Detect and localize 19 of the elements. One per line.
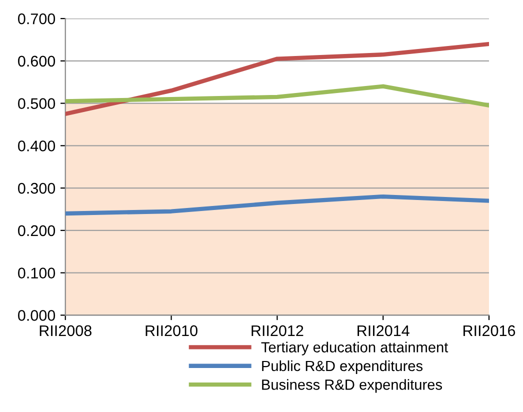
x-tick-label: RII2014 <box>358 325 410 336</box>
line-series <box>65 42 490 116</box>
y-tick-label: 0.400 <box>18 140 56 152</box>
y-tick-label: 0.200 <box>18 225 56 236</box>
legend-label: Tertiary education attainment <box>261 342 448 356</box>
x-tick-label: RII2008 <box>40 325 92 336</box>
y-tick-label: 0.600 <box>18 56 56 67</box>
legend-label: Business R&D expenditures <box>262 379 442 393</box>
line-series <box>65 194 490 216</box>
y-tick-label: 0.300 <box>18 182 56 194</box>
y-tick-label: 0.100 <box>18 268 56 278</box>
x-tick-label: RII2016 <box>464 325 516 336</box>
y-tick-label: 0.500 <box>18 98 56 109</box>
y-tick-label: 0.700 <box>18 13 56 24</box>
line-series <box>65 84 490 108</box>
y-tick-label: 0.000 <box>18 310 56 321</box>
x-tick-label: RII2012 <box>252 325 304 336</box>
x-tick-label: RII2010 <box>146 325 198 336</box>
legend-label: Public R&D expenditures <box>262 360 423 374</box>
